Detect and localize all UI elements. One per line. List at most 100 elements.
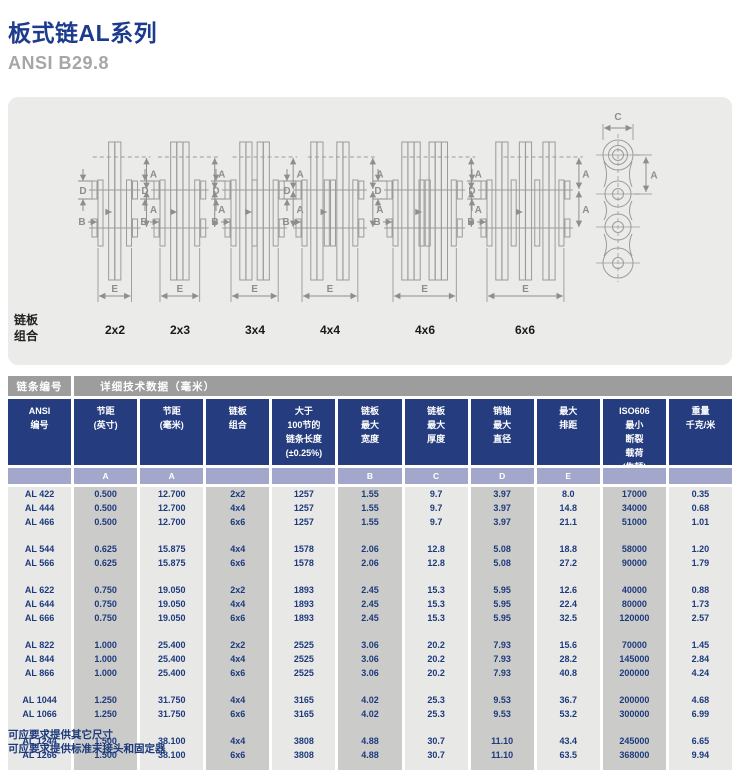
svg-text:A: A [297, 205, 304, 216]
combo-label-4x4: 4x4 [319, 323, 341, 337]
svg-text:B: B [79, 217, 86, 228]
svg-text:D: D [80, 186, 87, 197]
table-cell: 0.500 [74, 487, 138, 501]
table-spacer-cell [272, 529, 336, 542]
svg-text:E: E [522, 284, 529, 295]
column-header-9: ISO606 最小 断裂 载荷 (牛顿) [602, 399, 666, 472]
table-cell: 7.93 [470, 666, 534, 680]
table-cell: 12.8 [404, 556, 468, 570]
table-spacer-cell [668, 721, 732, 734]
table-cell: 40.8 [536, 666, 600, 680]
table-cell: 2.45 [338, 583, 402, 597]
table-cell: 4x4 [206, 734, 270, 748]
svg-text:D: D [283, 186, 290, 197]
tech-data-bar-label: 详细技术数据（毫米） [74, 376, 732, 396]
table-cell: 38.100 [140, 734, 204, 748]
table-cell: 80000 [602, 597, 666, 611]
table-spacer-cell [140, 762, 204, 770]
table-spacer-cell [668, 625, 732, 638]
table-cell: 120000 [602, 611, 666, 625]
table-cell: 2.57 [668, 611, 732, 625]
table-cell: 58000 [602, 542, 666, 556]
table-cell: 300000 [602, 707, 666, 721]
table-spacer-cell [470, 529, 534, 542]
table-cell: AL 566 [8, 556, 72, 570]
table-spacer-cell [206, 721, 270, 734]
table-cell: 30.7 [404, 748, 468, 762]
table-cell: 4x4 [206, 652, 270, 666]
table-cell: 6.65 [668, 734, 732, 748]
table-spacer-cell [206, 570, 270, 583]
table-cell: 0.750 [74, 583, 138, 597]
svg-text:A: A [376, 205, 383, 216]
table-spacer-cell [536, 721, 600, 734]
table-cell: 53.2 [536, 707, 600, 721]
table-spacer-cell [470, 680, 534, 693]
table-cell: 18.8 [536, 542, 600, 556]
table-cell: 3.06 [338, 638, 402, 652]
table-cell: 3.06 [338, 666, 402, 680]
page-header: 板式链AL系列 ANSI B29.8 [0, 0, 740, 74]
svg-text:C: C [614, 112, 621, 123]
table-cell: 3.97 [470, 487, 534, 501]
table-spacer-cell [404, 625, 468, 638]
table-cell: 2.06 [338, 542, 402, 556]
table-spacer-cell [668, 680, 732, 693]
dimension-letter-3 [206, 468, 270, 484]
table-cell: 2x2 [206, 583, 270, 597]
table-cell: 20.2 [404, 666, 468, 680]
table-spacer-cell [272, 570, 336, 583]
table-cell: AL 466 [8, 515, 72, 529]
table-spacer-cell [668, 762, 732, 770]
table-spacer-cell [140, 625, 204, 638]
table-cell: 25.3 [404, 707, 468, 721]
table-spacer-cell [602, 762, 666, 770]
table-cell: 15.3 [404, 611, 468, 625]
table-spacer-cell [338, 570, 402, 583]
table-spacer-cell [536, 625, 600, 638]
svg-text:D: D [375, 186, 382, 197]
svg-text:A: A [297, 170, 304, 181]
svg-text:D: D [142, 186, 149, 197]
table-spacer-cell [404, 762, 468, 770]
table-cell: AL 644 [8, 597, 72, 611]
svg-text:A: A [582, 205, 589, 216]
column-header-0: ANSI 编号 [8, 399, 72, 465]
table-cell: 43.4 [536, 734, 600, 748]
table-cell: 4x4 [206, 501, 270, 515]
table-cell: 3.97 [470, 501, 534, 515]
table-cell: 3.06 [338, 652, 402, 666]
table-cell: 2.45 [338, 611, 402, 625]
table-cell: 15.3 [404, 597, 468, 611]
column-header-4: 大于 100节的 链条长度 (±0.25%) [272, 399, 336, 465]
table-cell: 0.68 [668, 501, 732, 515]
svg-text:A: A [475, 205, 482, 216]
table-cell: 2525 [272, 638, 336, 652]
table-cell: 5.08 [470, 542, 534, 556]
table-cell: 51000 [602, 515, 666, 529]
table-spacer-cell [8, 625, 72, 638]
table-cell: 4x4 [206, 597, 270, 611]
table-cell: AL 444 [8, 501, 72, 515]
table-cell: 8.0 [536, 487, 600, 501]
table-spacer-cell [8, 680, 72, 693]
table-cell: 15.875 [140, 542, 204, 556]
table-cell: 9.53 [470, 693, 534, 707]
table-cell: 1.20 [668, 542, 732, 556]
table-spacer-cell [272, 762, 336, 770]
svg-text:B: B [141, 217, 148, 228]
table-spacer-cell [74, 529, 138, 542]
table-spacer-cell [338, 762, 402, 770]
table-cell: 6.99 [668, 707, 732, 721]
dimension-letter-5: B [338, 468, 402, 484]
dimension-letter-2: A [140, 468, 204, 484]
table-spacer-cell [602, 625, 666, 638]
table-cell: 6x6 [206, 748, 270, 762]
footnote-line: 可应要求提供标准末接头和固定器 [8, 742, 166, 755]
table-cell: 9.7 [404, 487, 468, 501]
table-spacer-cell [8, 570, 72, 583]
svg-text:E: E [252, 284, 259, 295]
svg-text:A: A [150, 205, 157, 216]
table-cell: 3165 [272, 693, 336, 707]
